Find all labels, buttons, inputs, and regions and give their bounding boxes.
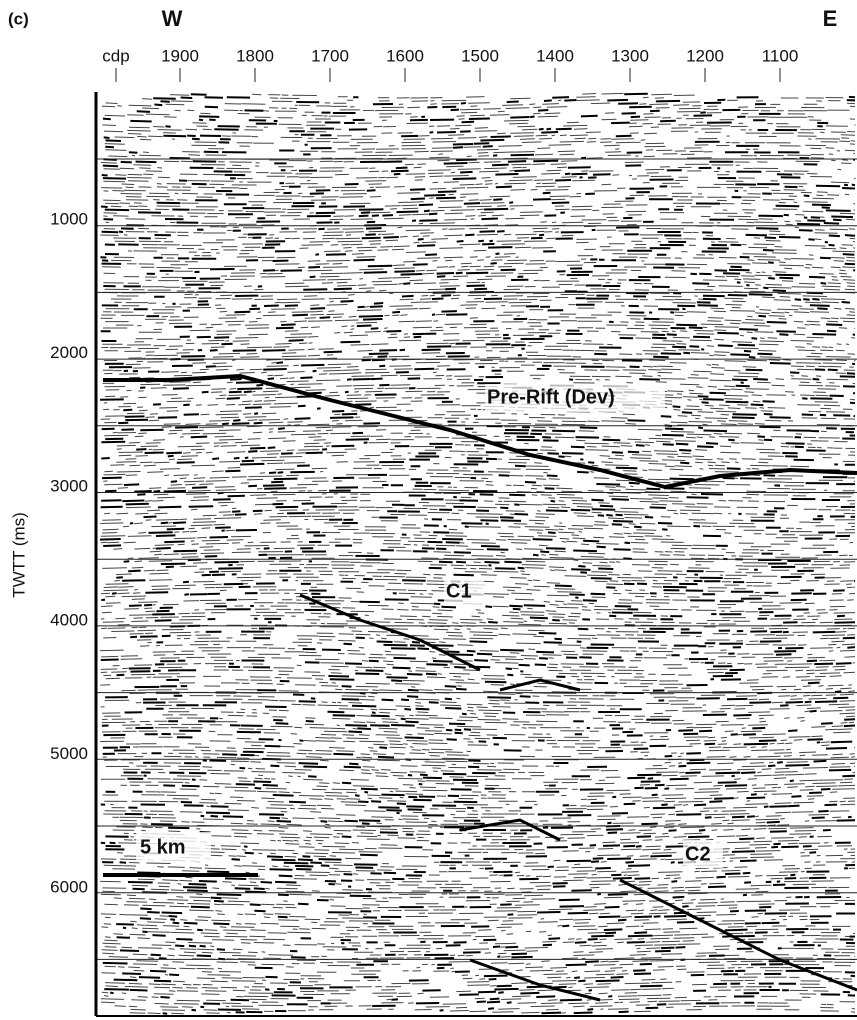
label-bg bbox=[683, 840, 723, 868]
scale-bar-label: 5 km bbox=[140, 836, 186, 858]
label-bg bbox=[444, 578, 484, 606]
texture-light bbox=[100, 92, 856, 1015]
annotation: C1 bbox=[446, 580, 472, 602]
east-label: E bbox=[823, 6, 838, 31]
texture-dark bbox=[99, 92, 856, 1015]
y-tick-label: 6000 bbox=[50, 877, 88, 896]
y-tick-label: 5000 bbox=[50, 744, 88, 763]
x-axis-label: cdp bbox=[102, 46, 129, 65]
seismic-texture bbox=[99, 92, 856, 1015]
annotation: Pre-Rift (Dev) bbox=[487, 386, 615, 408]
annotation: C2 bbox=[685, 843, 711, 865]
x-tick-label: 1100 bbox=[762, 46, 799, 65]
y-axis-label: TWTT (ms) bbox=[9, 512, 28, 598]
y-tick-label: 3000 bbox=[50, 477, 88, 496]
x-tick-label: 1600 bbox=[386, 46, 424, 65]
x-tick-label: 1400 bbox=[536, 46, 574, 65]
x-tick-label: 1300 bbox=[611, 46, 649, 65]
x-tick-label: 1700 bbox=[311, 46, 349, 65]
y-tick-label: 1000 bbox=[50, 209, 88, 228]
x-tick-label: 1900 bbox=[161, 46, 199, 65]
reflector bbox=[299, 593, 857, 1002]
west-label: W bbox=[162, 6, 183, 31]
x-tick-label: 1200 bbox=[686, 46, 724, 65]
y-tick-label: 4000 bbox=[50, 610, 88, 629]
label-bg bbox=[136, 832, 211, 862]
y-tick-label: 2000 bbox=[50, 343, 88, 362]
panel-label: (c) bbox=[8, 9, 29, 28]
horizon bbox=[103, 373, 857, 490]
x-tick-label: 1500 bbox=[461, 46, 499, 65]
x-tick-label: 1800 bbox=[236, 46, 274, 65]
label-bg bbox=[485, 384, 665, 412]
